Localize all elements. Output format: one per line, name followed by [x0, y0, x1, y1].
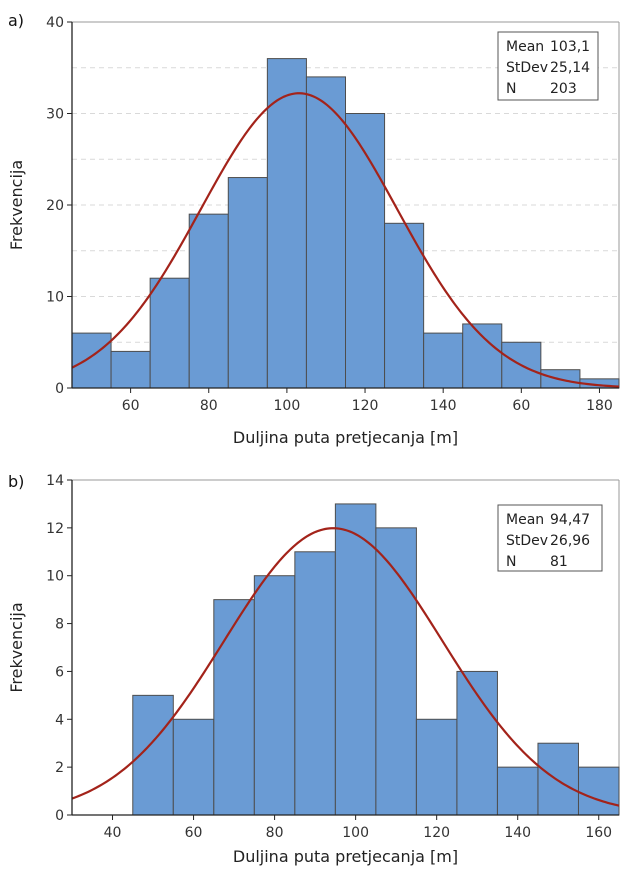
stat-value: 103,1 [550, 39, 590, 55]
histogram-bar [110, 350, 151, 389]
stat-value: 25,14 [550, 60, 590, 76]
histogram-bar [423, 332, 464, 389]
y-tick-label: 6 [55, 664, 64, 680]
stat-label: StDev [506, 60, 548, 76]
y-tick-label: 0 [55, 381, 64, 397]
x-tick-label: 160 [585, 825, 612, 841]
x-tick-label: 140 [504, 825, 531, 841]
x-tick-label: 120 [423, 825, 450, 841]
x-tick-label: 100 [274, 398, 301, 414]
y-tick-label: 8 [55, 617, 64, 633]
histogram-bar [384, 222, 425, 389]
stat-label: Mean [506, 512, 544, 528]
x-tick-label: 60 [185, 825, 203, 841]
y-tick-label: 40 [46, 15, 64, 31]
stat-label: N [506, 81, 516, 97]
y-tick-label: 0 [55, 808, 64, 824]
y-tick-label: 30 [46, 107, 64, 123]
stats-box-frame [497, 504, 603, 572]
x-tick-label: 60 [512, 398, 530, 414]
histogram-bar [253, 575, 296, 816]
histogram-bar [172, 718, 215, 816]
histogram-bar [149, 277, 190, 389]
panel-label: b) [8, 472, 24, 491]
stats-box-frame [497, 31, 599, 101]
y-axis-label: Frekvencija [7, 602, 26, 692]
stat-value: 203 [550, 81, 577, 97]
stat-value: 26,96 [550, 533, 590, 549]
y-tick-label: 2 [55, 760, 64, 776]
histogram-bar [496, 766, 539, 816]
stat-value: 94,47 [550, 512, 590, 528]
histogram-panel-a: 0 10 20 30 40 60 80 100 120 140 60 180 Duljina puta … [7, 11, 620, 447]
histogram-bar [227, 177, 268, 389]
y-tick-label: 14 [46, 473, 64, 489]
normal-fit-curve [71, 92, 620, 388]
x-axis-label: Duljina puta pretjecanja [m] [233, 428, 458, 447]
histogram-bar [213, 599, 255, 816]
stat-value: 81 [550, 554, 568, 570]
panel-label: a) [8, 11, 24, 30]
histogram-bar [415, 718, 458, 816]
histogram-bar [334, 503, 377, 816]
stat-label: Mean [506, 39, 544, 55]
histogram-bar [305, 76, 346, 389]
y-axis-label: Frekvencija [7, 160, 26, 250]
y-tick-label: 10 [46, 290, 64, 306]
histogram-bar [375, 527, 417, 816]
histogram-bar [266, 58, 307, 389]
histogram-bar [577, 766, 620, 816]
stat-label: StDev [506, 533, 548, 549]
x-tick-label: 80 [266, 825, 284, 841]
y-tick-label: 10 [46, 569, 64, 585]
x-tick-label: 140 [430, 398, 457, 414]
x-tick-label: 120 [352, 398, 379, 414]
y-tick-label: 4 [55, 712, 64, 728]
x-tick-label: 80 [200, 398, 218, 414]
y-tick-label: 12 [46, 521, 64, 537]
normal-fit-curve [71, 527, 620, 807]
histogram-panel-b: 0 2 4 6 8 10 12 14 40 60 80 100 120 140 160 Duljina put… [7, 472, 620, 866]
x-tick-label: 180 [586, 398, 613, 414]
x-tick-label: 40 [104, 825, 122, 841]
histogram-bar [537, 742, 579, 816]
stat-label: N [506, 554, 516, 570]
histogram-bar [188, 213, 229, 389]
histogram-bar [462, 323, 503, 389]
histogram-bar [294, 551, 336, 816]
histogram-bar [345, 113, 386, 389]
histogram-bar [71, 332, 112, 389]
x-tick-label: 100 [342, 825, 369, 841]
x-axis-label: Duljina puta pretjecanja [m] [233, 847, 458, 866]
x-tick-label: 60 [122, 398, 140, 414]
y-tick-label: 20 [46, 198, 64, 214]
